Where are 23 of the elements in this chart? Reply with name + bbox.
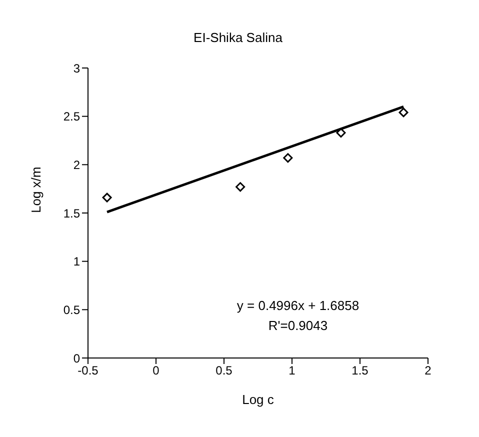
annotation: R'=0.9043 (267, 318, 329, 333)
x-tick-label: 1 (288, 364, 296, 378)
point (398, 108, 408, 118)
y-axis-title: Log x/m (28, 166, 44, 213)
y-tick-label: 0 (73, 351, 80, 366)
y-tick-label: 2 (73, 158, 80, 172)
y-tick-label: 3 (73, 61, 80, 76)
y-tick-label: 1 (73, 254, 80, 269)
x-tick-label: 0.5 (216, 364, 233, 378)
chart-title: EI-Shika Salina (192, 30, 284, 45)
x-tick-label: 2 (424, 364, 432, 378)
y-tick-label: 1.5 (63, 206, 80, 220)
x-tick-label: 0 (152, 364, 160, 378)
point (102, 192, 112, 202)
point (283, 153, 293, 163)
x-tick-label: 1.5 (352, 364, 369, 378)
x-tick-label: -0.5 (78, 364, 99, 378)
annotation: y = 0.4996x + 1.6858 (236, 298, 360, 313)
point (336, 128, 346, 138)
y-tick-label: 2.5 (63, 110, 80, 124)
point (236, 182, 246, 192)
x-axis-title: Log c (242, 392, 274, 407)
y-tick-label: 0.5 (63, 302, 80, 317)
